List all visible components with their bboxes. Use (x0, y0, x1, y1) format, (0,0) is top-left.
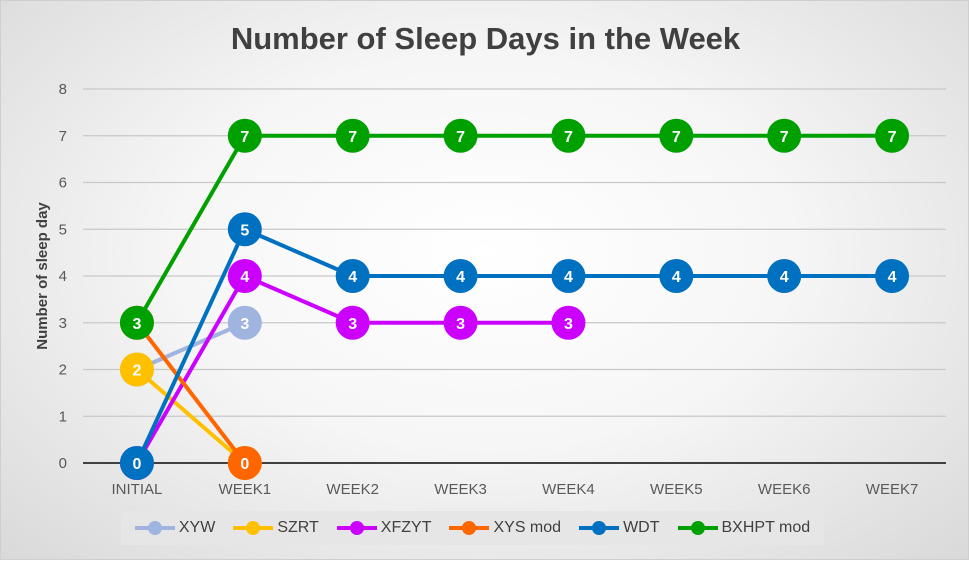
x-tick-label: WEEK1 (219, 481, 272, 498)
legend-label: XYS mod (493, 519, 562, 536)
data-label: 4 (240, 269, 249, 286)
y-tick-label: 2 (59, 362, 67, 379)
data-label: 4 (672, 269, 681, 286)
data-point (767, 118, 802, 153)
data-label: 7 (564, 129, 573, 146)
y-tick-label: 5 (59, 221, 67, 238)
legend-swatch (336, 521, 377, 535)
x-tick-label: WEEK6 (758, 481, 811, 498)
x-tick-label: WEEK4 (542, 481, 595, 498)
data-label: 4 (780, 269, 789, 286)
y-tick-label: 3 (59, 315, 67, 332)
data-point (335, 118, 370, 153)
data-point (875, 259, 910, 293)
legend-item: XFZYT (336, 519, 432, 537)
data-label: 7 (672, 129, 681, 146)
data-point (119, 352, 154, 387)
legend-swatch (233, 521, 274, 535)
legend-item: XYW (134, 519, 216, 537)
chart-legend: XYW SZRT XFZYT XYS mod WDT BXHPT mod (121, 511, 824, 545)
legend-item: XYS mod (449, 519, 561, 537)
data-label: 4 (348, 269, 357, 286)
legend-item: SZRT (233, 519, 319, 537)
data-label: 4 (456, 269, 465, 286)
data-point (227, 212, 262, 247)
legend-item: WDT (579, 519, 660, 537)
data-point (551, 118, 586, 153)
data-label: 3 (240, 316, 249, 333)
data-point (119, 305, 154, 340)
legend-swatch (449, 521, 490, 535)
data-point (443, 305, 478, 340)
legend-label: XYW (178, 519, 216, 536)
data-label: 7 (348, 129, 357, 146)
legend-label: SZRT (277, 519, 319, 536)
y-tick-label: 0 (59, 455, 67, 472)
data-label: 7 (780, 129, 789, 146)
x-tick-label: WEEK3 (434, 481, 487, 498)
data-point (227, 446, 262, 480)
data-label: 0 (240, 456, 249, 473)
x-tick-label: WEEK2 (326, 481, 379, 498)
data-point (335, 259, 370, 293)
data-point (551, 305, 586, 340)
data-point (659, 259, 694, 293)
legend-swatch (677, 521, 718, 535)
legend-label: BXHPT mod (721, 519, 811, 536)
data-point (551, 259, 586, 293)
legend-label: XFZYT (380, 519, 432, 536)
data-label: 3 (132, 316, 141, 333)
y-tick-label: 1 (59, 408, 67, 425)
series-line (135, 367, 247, 465)
data-label: 3 (564, 316, 573, 333)
x-tick-label: INITIAL (112, 481, 163, 498)
data-label: 2 (132, 363, 141, 380)
y-tick-label: 7 (59, 128, 67, 145)
y-tick-label: 4 (59, 268, 67, 285)
data-point (659, 118, 694, 153)
data-point (335, 305, 370, 340)
data-label: 4 (888, 269, 897, 286)
data-point (875, 118, 910, 153)
data-label: 7 (456, 129, 465, 146)
y-tick-label: 6 (59, 175, 67, 192)
data-point (443, 118, 478, 153)
legend-swatch (134, 521, 175, 535)
legend-item: BXHPT mod (677, 519, 811, 537)
data-point (767, 259, 802, 293)
data-label: 7 (888, 129, 897, 146)
data-label: 0 (132, 456, 141, 473)
data-point (443, 259, 478, 293)
data-point (227, 118, 262, 153)
data-point (227, 259, 262, 293)
data-label: 4 (564, 269, 573, 286)
chart-title: Number of Sleep Days in the Week (230, 21, 741, 56)
data-label: 3 (348, 316, 357, 333)
y-tick-label: 8 (59, 81, 67, 98)
series-line (135, 133, 893, 324)
legend-label: WDT (623, 519, 660, 536)
data-label: 7 (240, 129, 249, 146)
data-point (227, 305, 262, 340)
legend-swatch (579, 521, 620, 535)
series-line (135, 227, 893, 464)
data-label: 5 (240, 222, 249, 239)
data-point (119, 446, 154, 480)
y-axis-label: Number of sleep day (34, 202, 51, 350)
x-tick-label: WEEK5 (650, 481, 703, 498)
series-line (135, 321, 247, 465)
data-label: 3 (456, 316, 465, 333)
x-tick-label: WEEK7 (866, 481, 919, 498)
